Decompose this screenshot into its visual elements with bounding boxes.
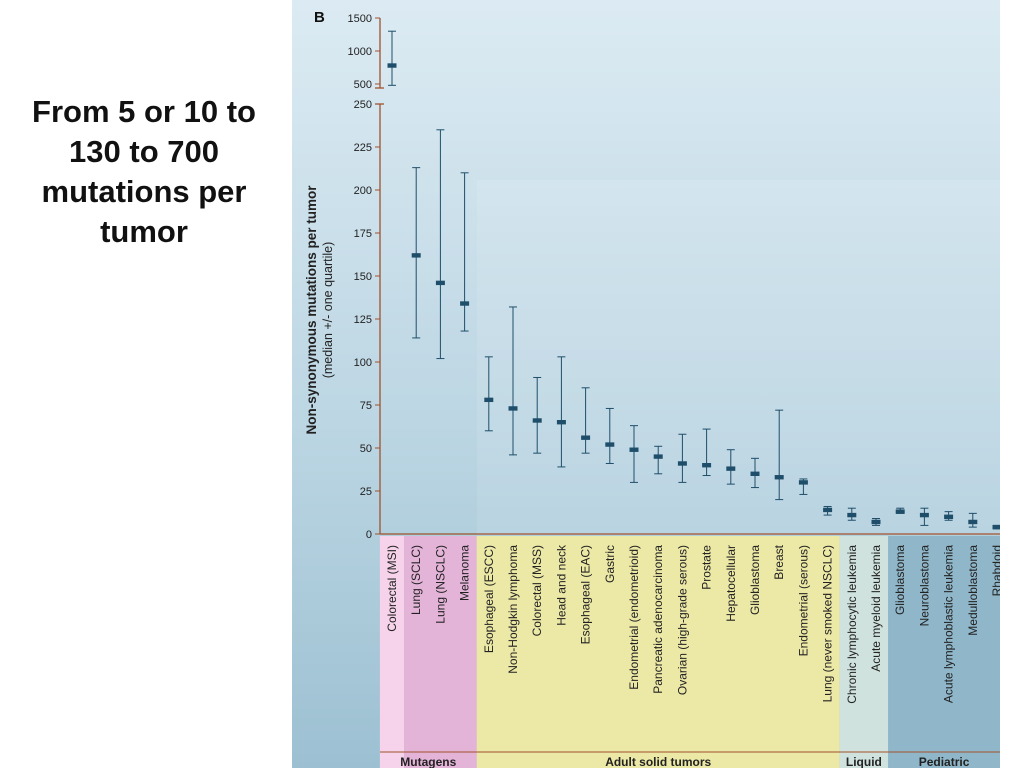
y-axis-sublabel: (median +/- one quartile) bbox=[321, 242, 335, 379]
median-marker bbox=[968, 519, 978, 525]
category-label: Lung (never smoked NSCLC) bbox=[821, 545, 835, 702]
group-label: Pediatric bbox=[919, 755, 970, 768]
category-label: Ovarian (high-grade serous) bbox=[675, 545, 689, 695]
y-tick-label: 200 bbox=[354, 185, 372, 197]
median-marker bbox=[895, 509, 905, 514]
y-tick-label: 25 bbox=[360, 486, 372, 498]
y-tick-label: 1000 bbox=[348, 46, 372, 58]
y-tick-label: 250 bbox=[354, 99, 372, 111]
category-label: Hepatocellular bbox=[724, 545, 738, 622]
category-label: Neuroblastoma bbox=[917, 545, 931, 627]
median-marker bbox=[605, 442, 615, 447]
group-label: Mutagens bbox=[400, 755, 456, 768]
median-marker bbox=[992, 524, 1002, 530]
y-tick-label: 125 bbox=[354, 314, 372, 326]
mutation-chart: Mutagens Adult solid tumors Liquid Pediatri… bbox=[292, 0, 1004, 769]
category-label: Lung (SCLC) bbox=[409, 545, 423, 615]
y-tick-label: 1500 bbox=[348, 13, 372, 25]
category-label: Acute lymphoblastic leukemia bbox=[942, 545, 956, 703]
group-band bbox=[839, 536, 889, 768]
category-label: Endometrial (serous) bbox=[796, 545, 810, 656]
mutation-burden-figure: Mutagens Adult solid tumors Liquid Pediatri… bbox=[292, 0, 1004, 769]
category-label: Chronic lymphocytic leukemia bbox=[845, 545, 859, 704]
y-tick-label: 50 bbox=[360, 443, 372, 455]
category-label: Lung (NSCLC) bbox=[433, 545, 447, 624]
median-marker bbox=[460, 301, 470, 306]
median-marker bbox=[702, 463, 712, 468]
median-marker bbox=[581, 435, 591, 440]
category-label: Head and neck bbox=[554, 544, 568, 626]
category-label: Non-Hodgkin lymphoma bbox=[506, 545, 520, 674]
median-marker bbox=[750, 471, 760, 476]
median-marker bbox=[411, 253, 421, 258]
panel-label: B bbox=[314, 9, 325, 26]
category-label: Esophageal (ESCC) bbox=[482, 545, 496, 653]
y-tick-label: 500 bbox=[354, 79, 372, 91]
median-marker bbox=[726, 466, 736, 471]
category-label: Colorectal (MSI) bbox=[385, 545, 399, 632]
category-label: Medulloblastoma bbox=[966, 545, 980, 636]
median-marker bbox=[387, 63, 397, 68]
y-tick-label: 175 bbox=[354, 228, 372, 240]
group-band bbox=[476, 536, 840, 768]
category-label: Breast bbox=[772, 544, 786, 579]
median-marker bbox=[435, 280, 445, 286]
group-label: Liquid bbox=[846, 755, 882, 768]
category-label: Acute myeloid leukemia bbox=[869, 545, 883, 672]
median-marker bbox=[556, 420, 566, 425]
category-label: Rhabdoid bbox=[990, 545, 1000, 596]
median-marker bbox=[798, 480, 808, 485]
median-marker bbox=[871, 519, 881, 525]
category-label: Colorectal (MSS) bbox=[530, 545, 544, 636]
y-axis-label: Non-synonymous mutations per tumor bbox=[304, 185, 319, 435]
median-marker bbox=[532, 418, 542, 423]
group-label: Adult solid tumors bbox=[605, 755, 711, 768]
median-marker bbox=[944, 514, 954, 519]
median-marker bbox=[508, 406, 518, 411]
median-marker bbox=[774, 475, 784, 480]
y-tick-label: 225 bbox=[354, 142, 372, 154]
y-tick-label: 0 bbox=[366, 529, 372, 541]
category-label: Endometrial (endometrioid) bbox=[627, 545, 641, 690]
median-marker bbox=[677, 461, 687, 466]
category-label: Glioblastoma bbox=[748, 545, 762, 615]
category-label: Esophageal (EAC) bbox=[579, 545, 593, 644]
group-band bbox=[888, 536, 1000, 768]
category-label: Glioblastoma bbox=[893, 545, 907, 615]
median-marker bbox=[847, 512, 857, 518]
category-label: Gastric bbox=[603, 545, 617, 583]
y-tick-label: 150 bbox=[354, 271, 372, 283]
background-panel bbox=[477, 180, 1000, 535]
category-label: Prostate bbox=[700, 545, 714, 590]
category-label: Pancreatic adenocarcinoma bbox=[651, 545, 665, 694]
category-label: Melanoma bbox=[458, 545, 472, 601]
median-marker bbox=[653, 454, 663, 459]
y-tick-label: 100 bbox=[354, 357, 372, 369]
median-marker bbox=[629, 447, 639, 452]
group-band bbox=[404, 536, 477, 768]
y-tick-label: 75 bbox=[360, 400, 372, 412]
median-marker bbox=[919, 512, 929, 518]
slide-heading: From 5 or 10 to 130 to 700 mutations per… bbox=[32, 94, 256, 249]
group-band-light bbox=[379, 536, 405, 768]
median-marker bbox=[823, 507, 833, 513]
median-marker bbox=[484, 397, 494, 403]
